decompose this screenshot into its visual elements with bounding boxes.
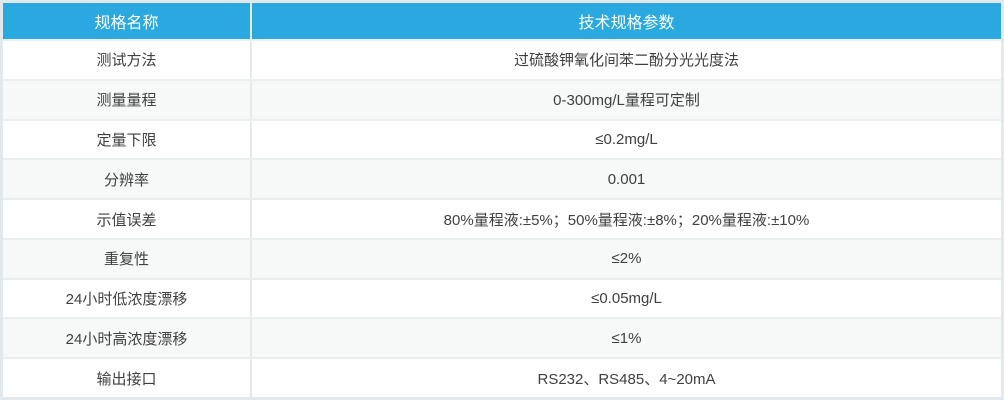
spec-name-cell: 重复性 <box>3 239 252 278</box>
spec-value-cell: 过硫酸钾氧化间苯二酚分光光度法 <box>513 52 739 70</box>
spec-name-cell: 示值误差 <box>3 200 252 238</box>
table-row: 测试方法 过硫酸钾氧化间苯二酚分光光度法 <box>3 39 1001 79</box>
table-row: 定量下限 ≤0.2mg/L <box>3 118 1001 159</box>
header-spec-name: 规格名称 <box>3 3 252 39</box>
spec-name-cell: 24小时高浓度漂移 <box>3 319 252 358</box>
table-row: 示值误差 80%量程液:±5%；50%量程液:±8%；20%量程液:±10% <box>3 198 1001 238</box>
spec-name-cell: 24小时低浓度漂移 <box>3 279 252 318</box>
spec-value-cell: 0.001 <box>607 170 646 188</box>
spec-value-cell: ≤0.05mg/L <box>591 290 662 308</box>
spec-value-cell: ≤1% <box>611 329 642 347</box>
spec-value-cell: RS232、RS485、4~20mA <box>537 370 716 388</box>
spec-name-cell: 测试方法 <box>3 41 252 79</box>
spec-value-cell: ≤0.2mg/L <box>595 130 658 148</box>
spec-name-cell: 定量下限 <box>3 120 252 159</box>
spec-name-cell: 输出接口 <box>3 359 252 398</box>
table-row: 分辨率 0.001 <box>3 158 1001 199</box>
spec-value-cell: ≤2% <box>611 250 642 268</box>
spec-name-cell: 分辨率 <box>3 160 252 199</box>
table-row: 24小时高浓度漂移 ≤1% <box>3 317 1001 358</box>
table-row: 测量量程 0-300mg/L量程可定制 <box>3 78 1001 119</box>
spec-value-cell: 80%量程液:±5%；50%量程液:±8%；20%量程液:±10% <box>443 211 810 229</box>
table-row: 24小时低浓度漂移 ≤0.05mg/L <box>3 277 1001 318</box>
table-row: 重复性 ≤2% <box>3 237 1001 278</box>
spec-name-cell: 测量量程 <box>3 80 252 119</box>
spec-value-cell: 0-300mg/L量程可定制 <box>553 92 700 110</box>
table-header-row: 规格名称 技术规格参数 <box>3 3 1001 39</box>
table-row: 输出接口 RS232、RS485、4~20mA <box>3 357 1001 398</box>
header-spec-params: 技术规格参数 <box>578 15 675 32</box>
